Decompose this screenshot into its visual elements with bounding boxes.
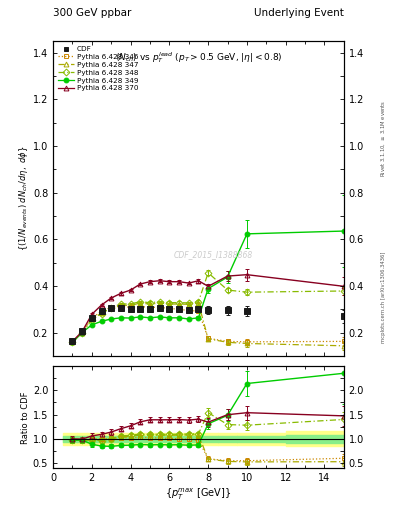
X-axis label: $\{p_T^{max}\ [\mathrm{GeV}]\}$: $\{p_T^{max}\ [\mathrm{GeV}]\}$ [165,486,231,502]
Y-axis label: Ratio to CDF: Ratio to CDF [21,391,30,443]
Text: mcplots.cern.ch [arXiv:1306.3436]: mcplots.cern.ch [arXiv:1306.3436] [381,251,386,343]
Legend: CDF, Pythia 6.428 346, Pythia 6.428 347, Pythia 6.428 348, Pythia 6.428 349, Pyt: CDF, Pythia 6.428 346, Pythia 6.428 347,… [57,45,140,93]
Text: 300 GeV ppbar: 300 GeV ppbar [53,8,131,18]
Text: Rivet 3.1.10, $\geq$ 3.1M events: Rivet 3.1.10, $\geq$ 3.1M events [379,100,387,177]
Text: $\langle N_{ch}\rangle$ vs $p_T^{lead}$ ($p_T > 0.5$ GeV, $|\eta| < 0.8$): $\langle N_{ch}\rangle$ vs $p_T^{lead}$ … [115,50,282,66]
Text: Underlying Event: Underlying Event [254,8,344,18]
Text: CDF_2015_I1388868: CDF_2015_I1388868 [173,250,253,260]
Y-axis label: $\{(1/N_{events})\ dN_{ch}/d\eta,\ d\phi\}$: $\{(1/N_{events})\ dN_{ch}/d\eta,\ d\phi… [17,146,30,251]
